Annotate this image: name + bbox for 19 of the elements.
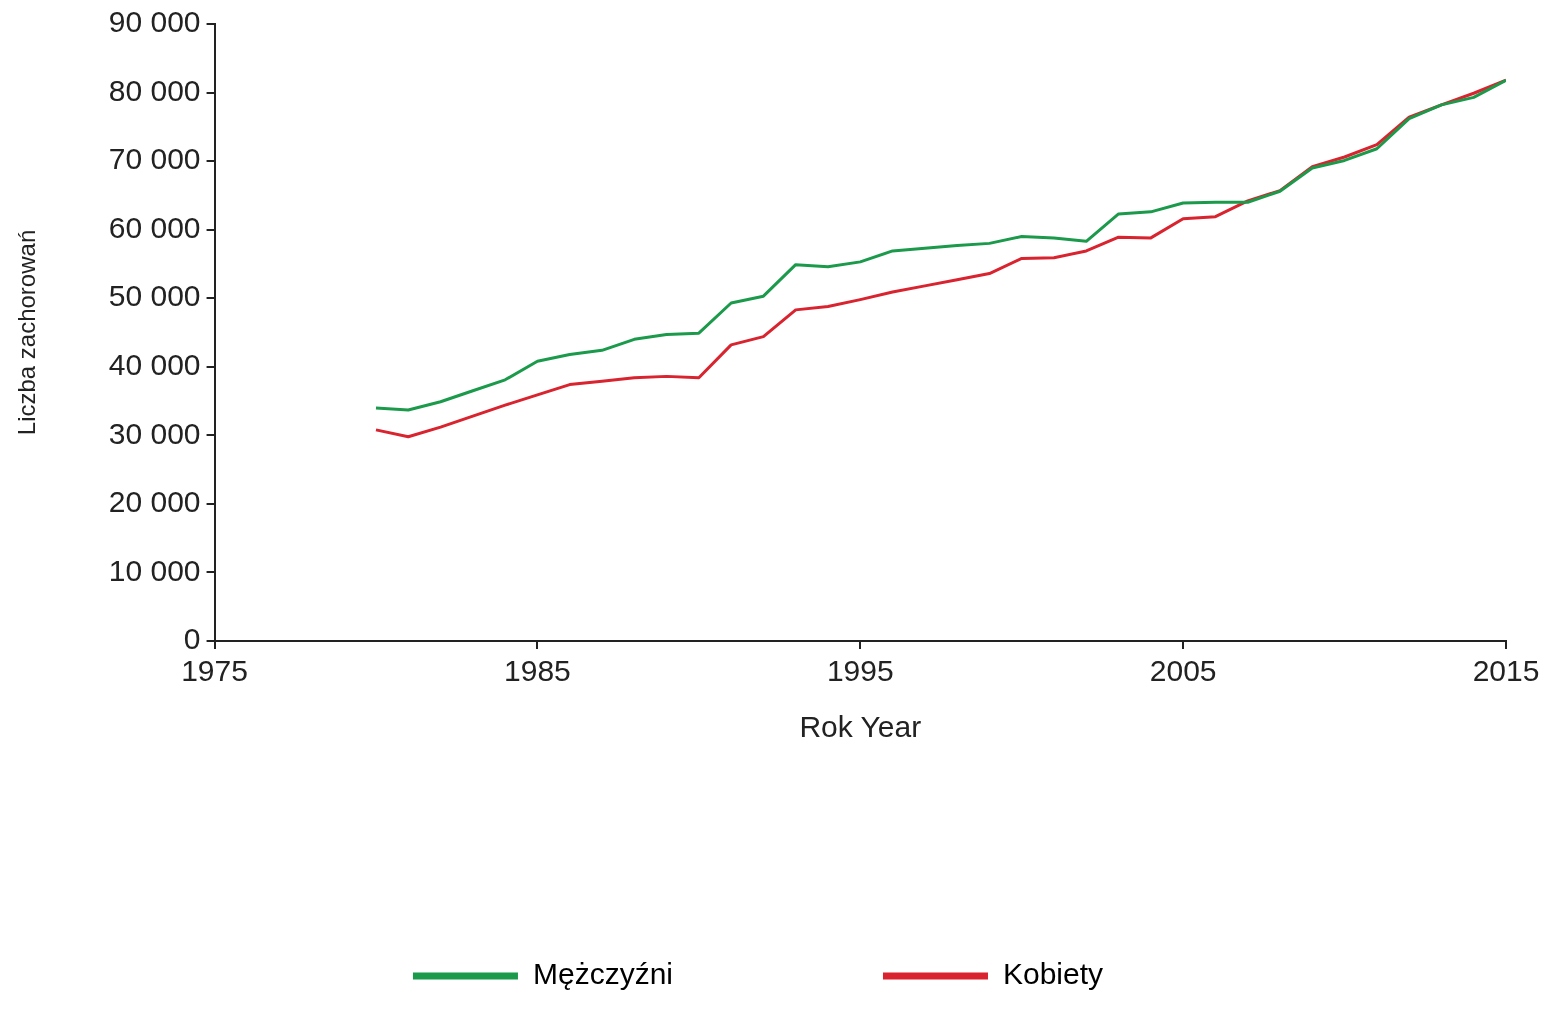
legend-label: Kobiety (1002, 957, 1104, 991)
y-tick-label: 0 (183, 622, 201, 656)
x-tick-label: 1975 (181, 654, 248, 688)
y-tick-label: 80 000 (108, 73, 201, 107)
y-tick-label: 20 000 (108, 485, 201, 519)
y-tick-label: 90 000 (108, 5, 201, 39)
y-tick-label: 60 000 (108, 210, 201, 244)
y-axis-title: Liczba zachorowań (13, 229, 41, 436)
x-tick-label: 2015 (1472, 654, 1540, 688)
x-tick-label: 1995 (826, 654, 894, 688)
y-tick-label: 70 000 (108, 142, 201, 176)
x-tick-label: 1985 (504, 654, 571, 688)
y-tick-label: 10 000 (108, 553, 201, 587)
y-tick-label: 40 000 (108, 348, 201, 382)
y-tick-label: 50 000 (108, 279, 201, 313)
y-tick-label: 30 000 (108, 416, 201, 450)
x-axis-title: Rok Year (799, 710, 922, 744)
legend-label: Mężczyźni (532, 957, 673, 991)
x-tick-label: 2005 (1149, 654, 1217, 688)
